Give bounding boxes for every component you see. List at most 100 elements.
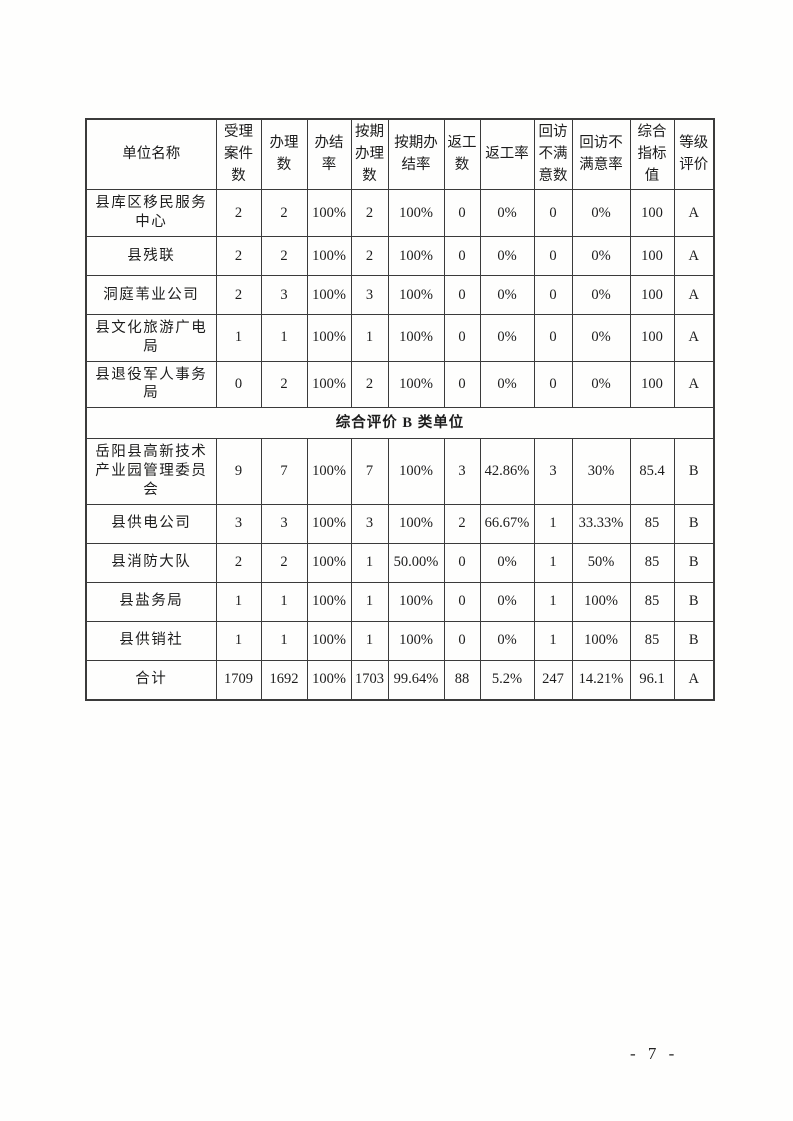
value-cell: 100%: [306, 189, 352, 237]
value-cell: 100%: [387, 313, 445, 362]
value-cell: 0%: [571, 360, 631, 409]
value-cell: 3: [260, 503, 308, 544]
value-cell: 3: [350, 503, 389, 544]
table-row: 县盐务局 1 1 100% 1 100% 0 0% 1 100% 85 B: [85, 581, 715, 622]
unit-name-cell: 县供销社: [85, 620, 217, 661]
value-cell: A: [673, 659, 715, 701]
value-cell: 100: [629, 274, 675, 315]
value-cell: 0%: [571, 313, 631, 362]
column-header-unit-name: 单位名称: [85, 118, 217, 191]
value-cell: 1: [350, 620, 389, 661]
value-cell: 0: [443, 189, 481, 237]
value-cell: 2: [350, 360, 389, 409]
value-cell: 2: [443, 503, 481, 544]
value-cell: 1: [260, 581, 308, 622]
unit-name-cell: 县残联: [85, 235, 217, 276]
value-cell: 100%: [306, 274, 352, 315]
value-cell: 100%: [571, 620, 631, 661]
value-cell: 100%: [306, 659, 352, 701]
value-cell: 2: [260, 189, 308, 237]
unit-name-cell: 县库区移民服务中心: [85, 189, 217, 237]
value-cell: 2: [215, 542, 262, 583]
value-cell: 0: [533, 360, 573, 409]
value-cell: 0%: [571, 274, 631, 315]
column-header-unsatisfied-count: 回访不满意数: [533, 118, 573, 191]
column-header-ontime-handled: 按期办理数: [350, 118, 389, 191]
page-number: - 7 -: [630, 1044, 679, 1063]
value-cell: 1: [533, 503, 573, 544]
table-row: 县供销社 1 1 100% 1 100% 0 0% 1 100% 85 B: [85, 620, 715, 661]
value-cell: 1: [533, 620, 573, 661]
value-cell: 247: [533, 659, 573, 701]
column-header-composite-score: 综合指标值: [629, 118, 675, 191]
column-header-cases-handled: 办理数: [260, 118, 308, 191]
value-cell: 2: [215, 235, 262, 276]
unit-name-cell: 洞庭苇业公司: [85, 274, 217, 315]
section-divider-label: 综合评价 B 类单位: [85, 407, 715, 440]
value-cell: 2: [260, 235, 308, 276]
value-cell: 2: [260, 542, 308, 583]
value-cell: 0: [533, 313, 573, 362]
evaluation-table: 单位名称 受理案件数 办理数 办结率 按期办理数 按期办结率 返工数 返工率 回…: [85, 118, 715, 701]
unit-name-cell: 县供电公司: [85, 503, 217, 544]
value-cell: B: [673, 503, 715, 544]
table-row: 合计 1709 1692 100% 1703 99.64% 88 5.2% 247 14.21% 9…: [85, 659, 715, 701]
value-cell: 100%: [571, 581, 631, 622]
unit-name-cell: 合计: [85, 659, 217, 701]
value-cell: 0: [443, 360, 481, 409]
value-cell: A: [673, 313, 715, 362]
section-divider-row: 综合评价 B 类单位: [85, 407, 715, 440]
value-cell: 50.00%: [387, 542, 445, 583]
value-cell: 100%: [387, 235, 445, 276]
value-cell: 100%: [387, 360, 445, 409]
value-cell: 85: [629, 620, 675, 661]
value-cell: 3: [260, 274, 308, 315]
value-cell: 85: [629, 581, 675, 622]
value-cell: 2: [350, 189, 389, 237]
value-cell: 100%: [387, 503, 445, 544]
value-cell: 1709: [215, 659, 262, 701]
value-cell: 7: [350, 438, 389, 505]
table-row: 县库区移民服务中心 2 2 100% 2 100% 0 0% 0 0% 100 A: [85, 189, 715, 237]
value-cell: 9: [215, 438, 262, 505]
table-body: 县库区移民服务中心 2 2 100% 2 100% 0 0% 0 0% 100 A 县残联 2 2 100% 2…: [85, 189, 715, 701]
unit-name-cell: 县退役军人事务局: [85, 360, 217, 409]
value-cell: 100%: [306, 360, 352, 409]
value-cell: 0%: [479, 360, 535, 409]
value-cell: 100%: [387, 581, 445, 622]
value-cell: 0%: [479, 581, 535, 622]
value-cell: A: [673, 189, 715, 237]
table-row: 县消防大队 2 2 100% 1 50.00% 0 0% 1 50% 85 B: [85, 542, 715, 583]
value-cell: 0%: [479, 189, 535, 237]
value-cell: 100%: [306, 503, 352, 544]
column-header-unsatisfied-rate: 回访不满意率: [571, 118, 631, 191]
value-cell: 66.67%: [479, 503, 535, 544]
value-cell: A: [673, 274, 715, 315]
value-cell: 88: [443, 659, 481, 701]
value-cell: B: [673, 438, 715, 505]
value-cell: 100: [629, 360, 675, 409]
value-cell: 1703: [350, 659, 389, 701]
table-row: 岳阳县高新技术产业园管理委员会 9 7 100% 7 100% 3 42.86% 3 30% 85.…: [85, 438, 715, 505]
value-cell: 100: [629, 189, 675, 237]
value-cell: 2: [260, 360, 308, 409]
value-cell: 2: [350, 235, 389, 276]
value-cell: 99.64%: [387, 659, 445, 701]
value-cell: 100: [629, 313, 675, 362]
value-cell: 1: [533, 581, 573, 622]
column-header-cases-accepted: 受理案件数: [215, 118, 262, 191]
column-header-rework-rate: 返工率: [479, 118, 535, 191]
value-cell: A: [673, 360, 715, 409]
value-cell: 1: [350, 581, 389, 622]
value-cell: 100: [629, 235, 675, 276]
column-header-rework-count: 返工数: [443, 118, 481, 191]
value-cell: B: [673, 620, 715, 661]
value-cell: 1: [215, 581, 262, 622]
value-cell: 2: [215, 274, 262, 315]
value-cell: 0%: [479, 313, 535, 362]
value-cell: 5.2%: [479, 659, 535, 701]
value-cell: 3: [533, 438, 573, 505]
value-cell: 2: [215, 189, 262, 237]
value-cell: 100%: [306, 542, 352, 583]
